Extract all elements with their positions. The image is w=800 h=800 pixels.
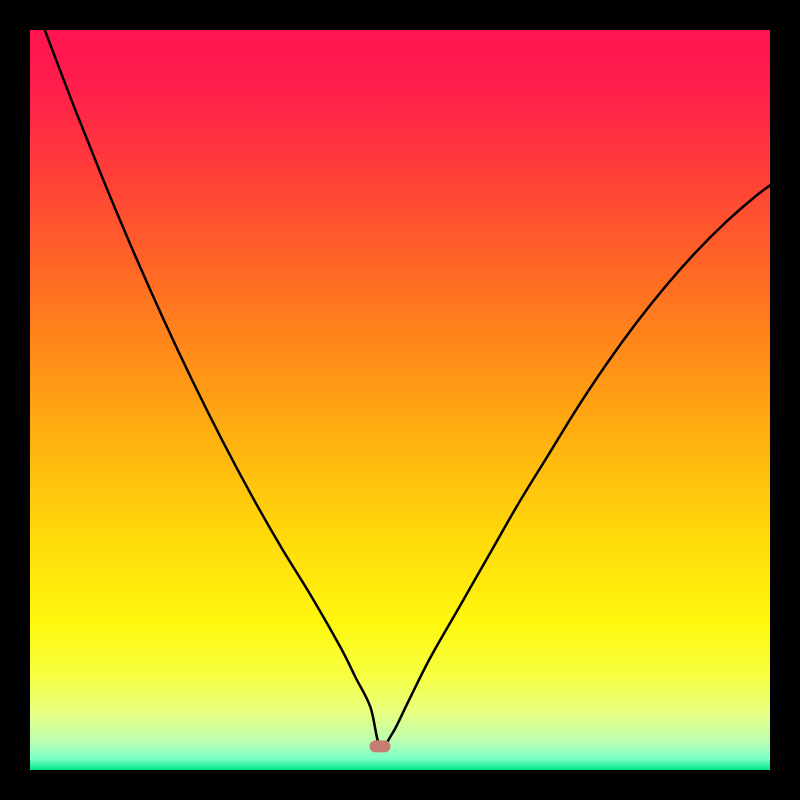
optimum-marker <box>370 740 391 752</box>
chart-frame: TheBottleneck.com <box>0 0 800 800</box>
bottleneck-chart <box>0 0 800 800</box>
chart-gradient-bg <box>30 30 770 770</box>
